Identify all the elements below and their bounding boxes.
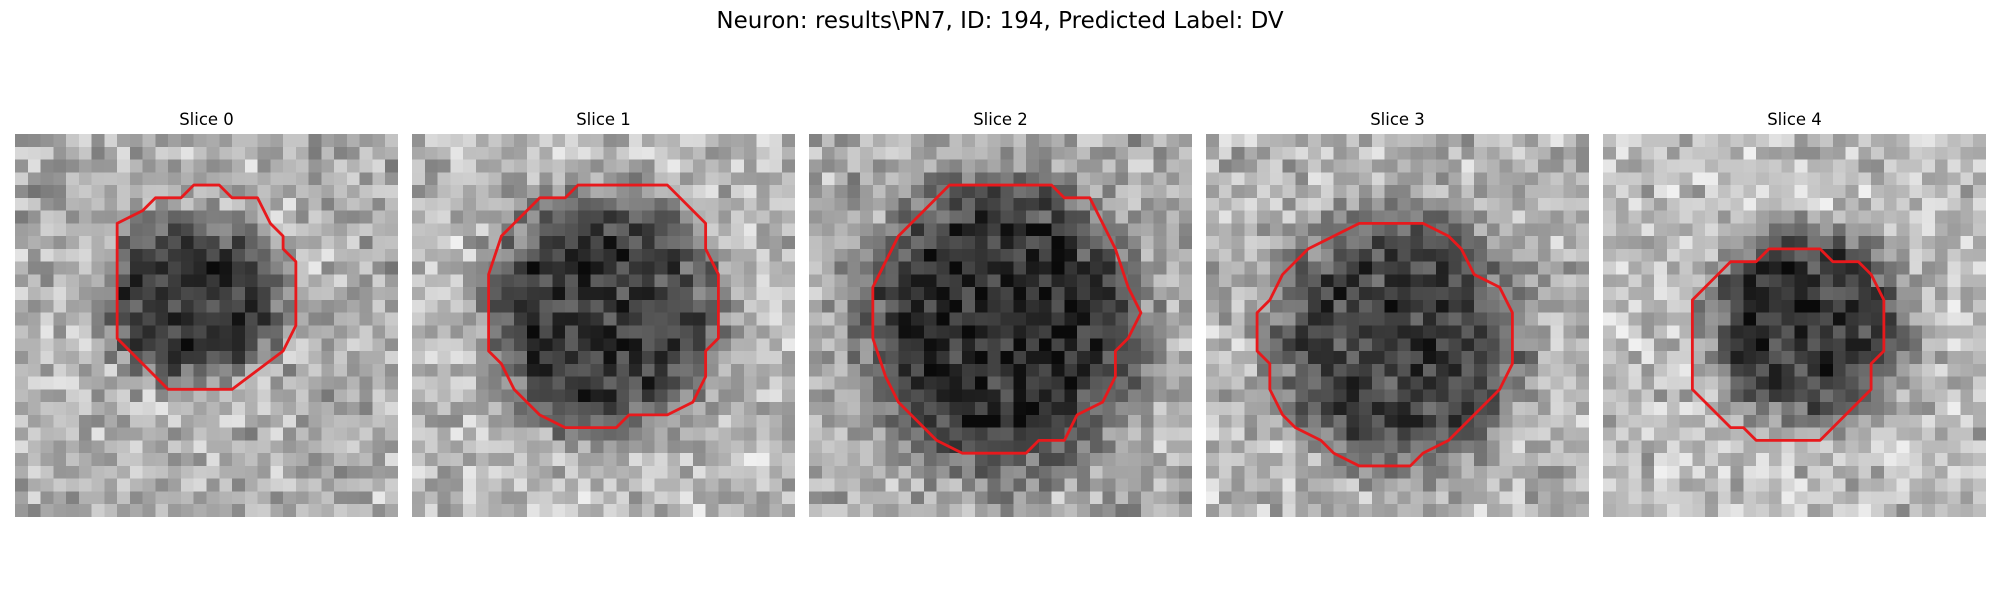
slice-title: Slice 3: [1370, 110, 1425, 129]
figure-title: Neuron: results\PN7, ID: 194, Predicted …: [716, 8, 1284, 34]
slice-pixel-grid: [15, 134, 398, 517]
segmentation-contour: [115, 183, 298, 391]
slice-title: Slice 1: [576, 110, 631, 129]
segmentation-contour: [871, 183, 1143, 455]
slice-image: [809, 134, 1192, 517]
slice-pixel-grid: [809, 134, 1192, 517]
slice-title: Slice 4: [1767, 110, 1822, 129]
segmentation-contour: [487, 183, 720, 430]
slice-image: [15, 134, 398, 517]
segmentation-contour: [1690, 247, 1886, 442]
slice-pixel-grid: [1206, 134, 1589, 517]
slice-title: Slice 2: [973, 110, 1028, 129]
slice-image: [1603, 134, 1986, 517]
segmentation-contour: [1255, 221, 1514, 468]
slice-pixel-grid: [412, 134, 795, 517]
slice-title: Slice 0: [179, 110, 234, 129]
slice-pixel-grid: [1603, 134, 1986, 517]
slice-image: [1206, 134, 1589, 517]
slice-image: [412, 134, 795, 517]
